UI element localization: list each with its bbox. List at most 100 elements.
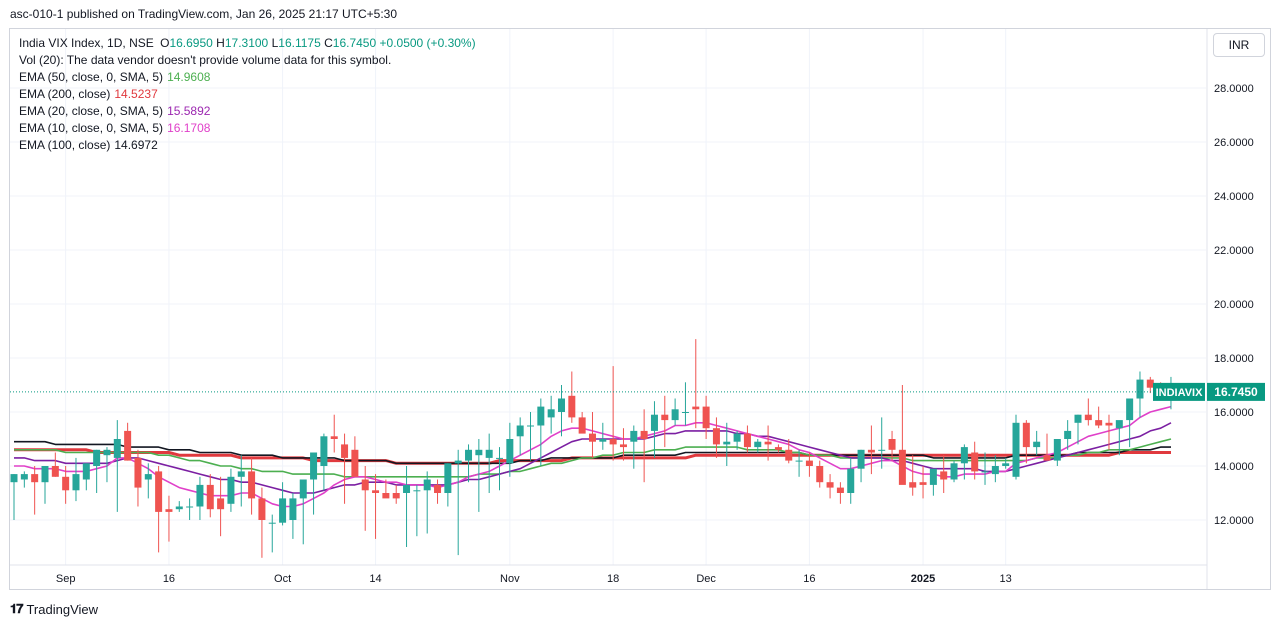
legend-ema10-row[interactable]: EMA (10, close, 0, SMA, 5) 16.1708 bbox=[19, 120, 476, 137]
candle-body bbox=[434, 484, 442, 493]
candle-body bbox=[1126, 398, 1134, 421]
candle-body bbox=[320, 436, 328, 466]
candle-body bbox=[10, 474, 18, 483]
candle-body bbox=[1084, 414, 1092, 421]
candle-body bbox=[640, 430, 648, 439]
x-tick-label: 14 bbox=[369, 573, 381, 585]
candle-body bbox=[1053, 439, 1061, 461]
ohlc-close: 16.7450 bbox=[332, 36, 377, 50]
y-tick-label: 14.0000 bbox=[1214, 461, 1254, 473]
candle-layer bbox=[10, 339, 1175, 558]
candle-body bbox=[1095, 420, 1103, 426]
candle-body bbox=[940, 471, 948, 480]
candle-body bbox=[795, 460, 803, 462]
candle-body bbox=[712, 428, 720, 445]
candle-body bbox=[981, 471, 989, 473]
legend-ema20-row[interactable]: EMA (20, close, 0, SMA, 5) 15.5892 bbox=[19, 103, 476, 120]
x-tick-label: Sep bbox=[56, 573, 76, 585]
ohlc-high: 17.3100 bbox=[224, 36, 269, 50]
candle-body bbox=[764, 441, 772, 445]
y-tick-label: 18.0000 bbox=[1214, 353, 1254, 365]
candle-body bbox=[103, 449, 111, 456]
candle-body bbox=[51, 466, 59, 477]
legend-ema50-row[interactable]: EMA (50, close, 0, SMA, 5) 14.9608 bbox=[19, 69, 476, 86]
ohlc-change: +0.0500 (+0.30%) bbox=[379, 36, 476, 50]
candle-body bbox=[258, 498, 266, 520]
ohlc-open: 16.6950 bbox=[169, 36, 213, 50]
candle-body bbox=[774, 447, 782, 450]
candle-body bbox=[299, 479, 307, 499]
candle-body bbox=[599, 439, 607, 442]
last-price-symbol-badge bbox=[1153, 382, 1205, 401]
candle-body bbox=[279, 498, 287, 523]
candle-body bbox=[671, 409, 679, 421]
x-tick-label: 2025 bbox=[911, 573, 935, 585]
candle-body bbox=[991, 466, 999, 475]
candle-body bbox=[1002, 463, 1010, 466]
candle-body bbox=[1064, 430, 1072, 439]
ema20-label: EMA (20, close, 0, SMA, 5) bbox=[19, 104, 164, 118]
candle-body bbox=[816, 466, 824, 483]
y-tick-label: 22.0000 bbox=[1214, 245, 1254, 257]
candle-body bbox=[392, 493, 400, 499]
ema20-value: 15.5892 bbox=[167, 104, 211, 118]
x-tick-label: Dec bbox=[696, 573, 716, 585]
legend-volume-row[interactable]: Vol (20): The data vendor doesn't provid… bbox=[19, 53, 392, 67]
x-tick-label: Nov bbox=[500, 573, 520, 585]
candle-body bbox=[144, 474, 152, 480]
candle-body bbox=[847, 468, 855, 493]
legend-symbol-row[interactable]: India VIX Index, 1D, NSE O16.6950 H17.31… bbox=[19, 35, 476, 52]
candle-body bbox=[1136, 379, 1144, 399]
candle-body bbox=[537, 406, 545, 426]
ema50-label: EMA (50, close, 0, SMA, 5) bbox=[19, 70, 164, 84]
candle-body bbox=[1074, 414, 1082, 423]
candle-body bbox=[310, 452, 318, 480]
time-axis: Sep 16 Oct 14 Nov 18 Dec 16 2025 13 bbox=[56, 573, 1012, 585]
x-tick-label: 16 bbox=[163, 573, 175, 585]
candle-body bbox=[268, 522, 276, 524]
candle-body bbox=[888, 439, 896, 450]
x-tick-label: 16 bbox=[803, 573, 815, 585]
footer-brand[interactable]: 𝟏𝟕 TradingView bbox=[10, 601, 98, 617]
candle-body bbox=[1043, 455, 1051, 461]
candle-body bbox=[619, 444, 627, 448]
y-tick-label: 26.0000 bbox=[1214, 137, 1254, 149]
candle-body bbox=[960, 447, 968, 464]
ema50-value: 14.9608 bbox=[167, 70, 211, 84]
legend-ema200-row[interactable]: EMA (200, close) 14.5237 bbox=[19, 86, 476, 103]
last-price-badge bbox=[1207, 382, 1265, 401]
candle-body bbox=[485, 449, 493, 458]
ema200-value: 14.5237 bbox=[114, 87, 158, 101]
last-price-value: 16.7450 bbox=[1214, 385, 1258, 399]
ema100-label: EMA (100, close) bbox=[19, 138, 111, 152]
candle-body bbox=[113, 439, 121, 458]
currency-button[interactable]: INR bbox=[1213, 33, 1265, 57]
candle-body bbox=[237, 471, 245, 477]
candle-body bbox=[413, 490, 421, 492]
candle-body bbox=[630, 430, 638, 442]
candle-body bbox=[733, 433, 741, 442]
candle-body bbox=[351, 449, 359, 477]
publish-info: asc-010-1 published on TradingView.com, … bbox=[10, 7, 398, 21]
candle-body bbox=[206, 484, 214, 510]
candle-body bbox=[93, 449, 101, 466]
chart-legend: India VIX Index, 1D, NSE O16.6950 H17.31… bbox=[19, 35, 476, 154]
candle-body bbox=[382, 493, 390, 499]
legend-ema100-row[interactable]: EMA (100, close) 14.6972 bbox=[19, 137, 476, 154]
candle-body bbox=[516, 425, 524, 437]
candle-body bbox=[227, 476, 235, 504]
candle-body bbox=[950, 463, 958, 480]
candle-body bbox=[836, 487, 844, 493]
candle-body bbox=[423, 479, 431, 491]
candle-body bbox=[217, 498, 225, 510]
candle-body bbox=[361, 479, 369, 491]
last-price-symbol: INDIAVIX bbox=[1156, 387, 1204, 399]
candle-body bbox=[785, 449, 793, 461]
ema200-label: EMA (200, close) bbox=[19, 87, 111, 101]
candle-body bbox=[826, 482, 834, 488]
y-tick-label: 16.0000 bbox=[1214, 407, 1254, 419]
candle-body bbox=[1146, 379, 1154, 388]
candle-body bbox=[475, 449, 483, 456]
candle-body bbox=[878, 449, 886, 451]
